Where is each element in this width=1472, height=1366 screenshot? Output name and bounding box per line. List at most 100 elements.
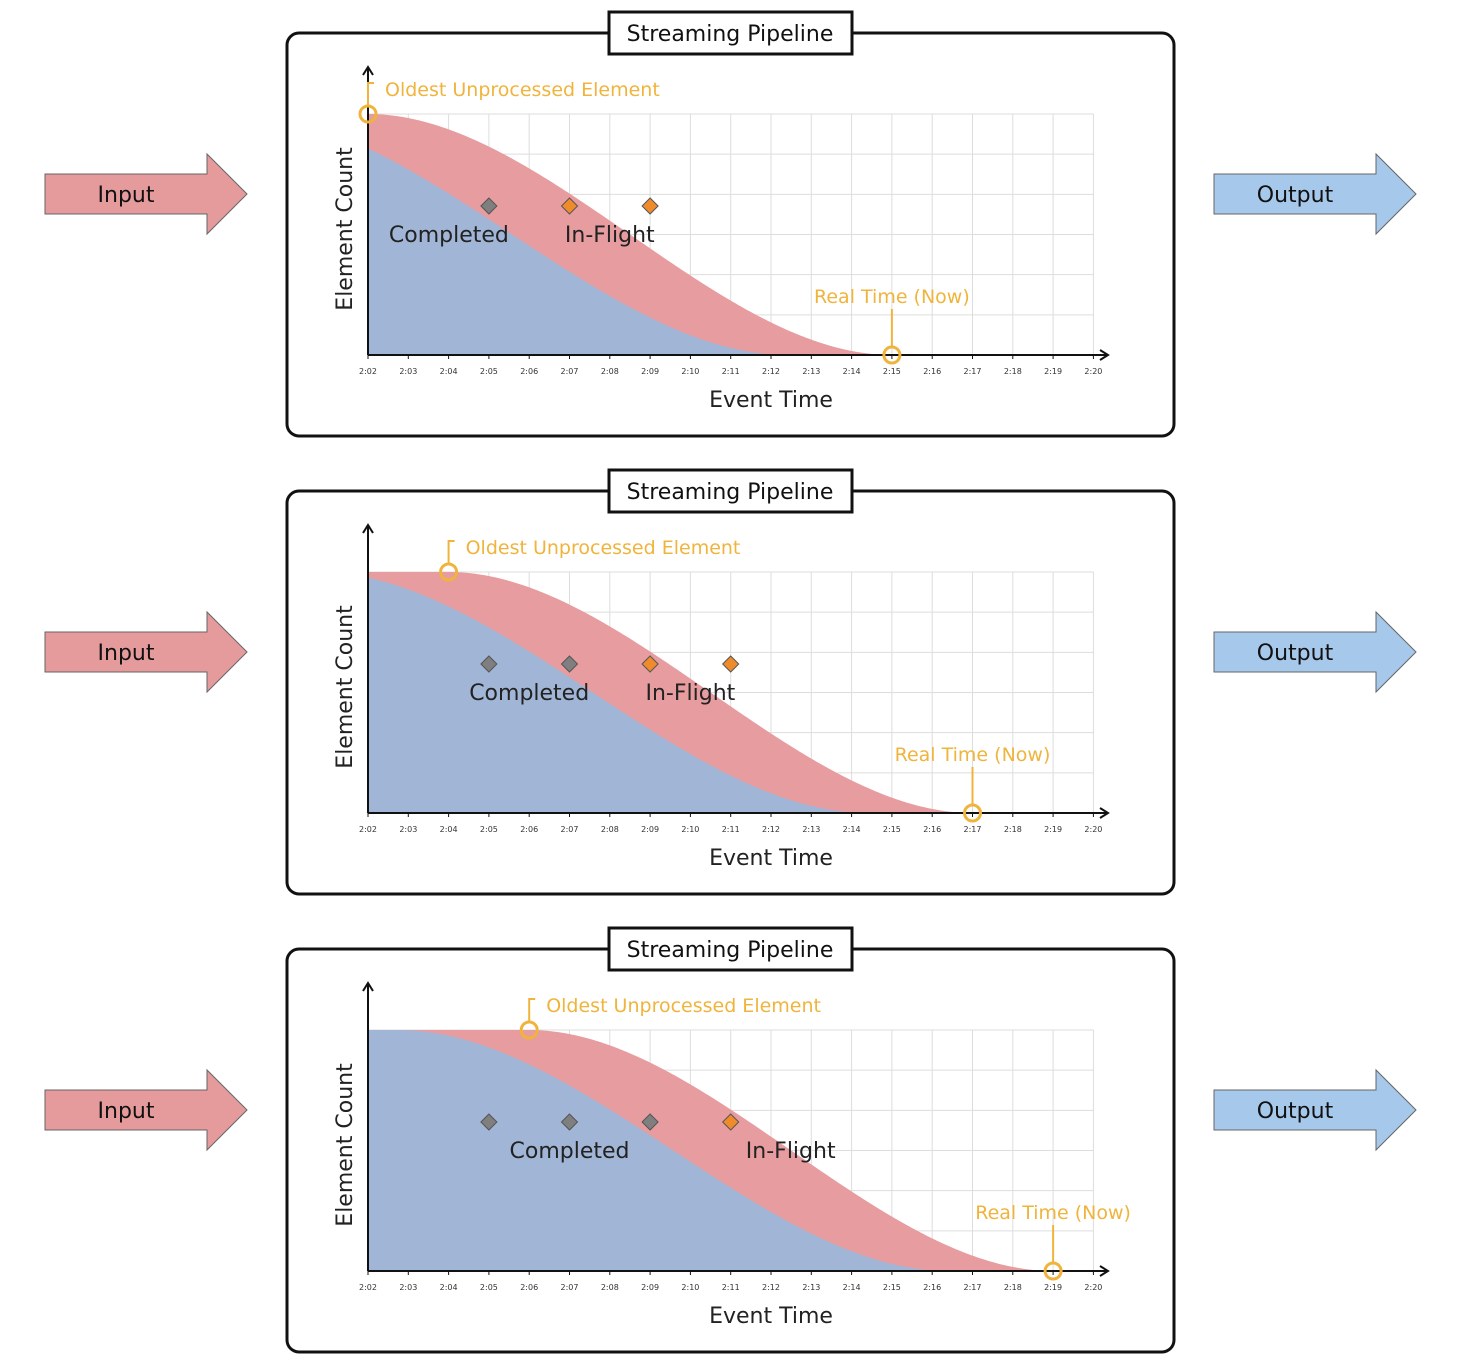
y-axis-label: Element Count xyxy=(333,605,358,769)
completed-area xyxy=(368,577,868,813)
x-tick-label: 2:13 xyxy=(802,825,820,834)
x-tick-label: 2:10 xyxy=(681,367,699,376)
input-label: Input xyxy=(98,641,155,666)
completed-label: Completed xyxy=(510,1139,630,1164)
pipeline-title-box xyxy=(607,10,854,56)
x-tick-label: 2:08 xyxy=(601,1283,619,1292)
inflight-label: In-Flight xyxy=(746,1139,836,1164)
output-arrow xyxy=(1213,1068,1417,1152)
x-tick-label: 2:15 xyxy=(883,825,901,834)
x-tick-label: 2:18 xyxy=(1004,367,1022,376)
x-tick-label: 2:15 xyxy=(883,1283,901,1292)
x-tick-label: 2:09 xyxy=(641,1283,659,1292)
x-tick-label: 2:20 xyxy=(1084,825,1102,834)
x-tick-label: 2:04 xyxy=(440,367,458,376)
pipeline-title: Streaming Pipeline xyxy=(627,22,834,47)
x-tick-label: 2:10 xyxy=(681,1283,699,1292)
completed-marker xyxy=(560,1113,579,1131)
x-tick-label: 2:14 xyxy=(843,825,861,834)
x-tick-label: 2:10 xyxy=(681,825,699,834)
x-tick-label: 2:17 xyxy=(964,367,982,376)
oldest-unprocessed-label: Oldest Unprocessed Element xyxy=(385,79,660,101)
completed-area xyxy=(368,1030,949,1271)
x-tick-label: 2:06 xyxy=(520,825,538,834)
oldest-unprocessed-marker xyxy=(519,1020,539,1040)
x-tick-label: 2:20 xyxy=(1084,1283,1102,1292)
x-tick-label: 2:04 xyxy=(440,1283,458,1292)
pipeline-panel-2: Input Output Streaming Pipeline 2:02 2:03 2:0… xyxy=(44,468,1417,896)
x-tick-label: 2:05 xyxy=(480,1283,498,1292)
x-tick-label: 2:09 xyxy=(641,367,659,376)
x-tick-label: 2:03 xyxy=(399,367,417,376)
x-tick-label: 2:16 xyxy=(923,367,941,376)
completed-marker xyxy=(480,1113,498,1131)
x-axis-arrowhead xyxy=(1099,807,1110,819)
x-tick-label: 2:15 xyxy=(883,367,901,376)
x-tick-label: 2:05 xyxy=(480,825,498,834)
y-axis-label: Element Count xyxy=(333,1063,358,1227)
oldest-unprocessed-label: Oldest Unprocessed Element xyxy=(546,995,821,1017)
x-tick-label: 2:02 xyxy=(359,367,377,376)
oldest-unprocessed-label: Oldest Unprocessed Element xyxy=(466,537,741,559)
inflight-marker xyxy=(641,655,659,673)
oldest-unprocessed-marker xyxy=(439,562,459,582)
output-label: Output xyxy=(1257,183,1334,208)
output-label: Output xyxy=(1257,641,1334,666)
x-axis-label: Event Time xyxy=(709,846,833,871)
completed-area xyxy=(368,148,788,355)
oldest-unprocessed-leader xyxy=(528,998,536,1021)
x-tick-label: 2:08 xyxy=(601,825,619,834)
real-time-marker xyxy=(963,803,982,823)
x-tick-label: 2:16 xyxy=(923,825,941,834)
real-time-marker xyxy=(1043,1261,1063,1281)
x-tick-label: 2:14 xyxy=(843,1283,861,1292)
completed-marker xyxy=(641,1113,659,1131)
x-tick-label: 2:05 xyxy=(480,367,498,376)
x-tick-label: 2:06 xyxy=(520,1283,538,1292)
pipeline-title: Streaming Pipeline xyxy=(627,938,834,963)
completed-marker xyxy=(560,655,579,673)
completed-marker xyxy=(480,197,498,215)
x-tick-label: 2:09 xyxy=(641,825,659,834)
pipeline-panel-3: Input Output Streaming Pipeline 2:02 2:03 2:0… xyxy=(44,926,1417,1354)
inflight-label: In-Flight xyxy=(646,681,736,706)
y-axis-label: Element Count xyxy=(333,147,358,311)
oldest-unprocessed-leader xyxy=(367,82,374,105)
x-tick-label: 2:12 xyxy=(762,825,780,834)
x-axis-arrowhead xyxy=(1099,1265,1110,1277)
x-tick-label: 2:08 xyxy=(601,367,619,376)
x-tick-label: 2:11 xyxy=(722,825,740,834)
real-time-label: Real Time (Now) xyxy=(975,1202,1131,1224)
inflight-marker xyxy=(721,1113,740,1131)
x-tick-label: 2:13 xyxy=(802,1283,820,1292)
pipeline-title-box xyxy=(607,926,854,972)
x-tick-label: 2:11 xyxy=(722,367,740,376)
pipeline-panel-1: Input Output Streaming Pipeline 2:02 2:03 2:0… xyxy=(44,10,1417,438)
x-tick-label: 2:20 xyxy=(1084,367,1102,376)
y-axis-arrowhead xyxy=(362,65,374,76)
input-label: Input xyxy=(98,183,155,208)
pipeline-title-box xyxy=(607,468,854,514)
x-tick-label: 2:06 xyxy=(520,367,538,376)
real-time-label: Real Time (Now) xyxy=(895,744,1051,766)
x-axis-label: Event Time xyxy=(709,388,833,413)
x-tick-label: 2:18 xyxy=(1004,1283,1022,1292)
x-tick-label: 2:18 xyxy=(1004,825,1022,834)
x-tick-label: 2:07 xyxy=(561,1283,579,1292)
x-tick-label: 2:14 xyxy=(843,367,861,376)
real-time-label: Real Time (Now) xyxy=(814,286,970,308)
x-tick-label: 2:12 xyxy=(762,367,780,376)
x-tick-label: 2:02 xyxy=(359,825,377,834)
x-tick-label: 2:19 xyxy=(1044,367,1062,376)
input-arrow xyxy=(44,610,248,694)
x-axis-arrowhead xyxy=(1099,349,1110,361)
x-tick-label: 2:03 xyxy=(399,825,417,834)
completed-marker xyxy=(480,655,498,673)
output-arrow xyxy=(1213,152,1417,236)
inflight-label: In-Flight xyxy=(565,223,655,248)
y-axis-arrowhead xyxy=(362,523,374,534)
x-axis-label: Event Time xyxy=(709,1304,833,1329)
output-label: Output xyxy=(1257,1099,1334,1124)
